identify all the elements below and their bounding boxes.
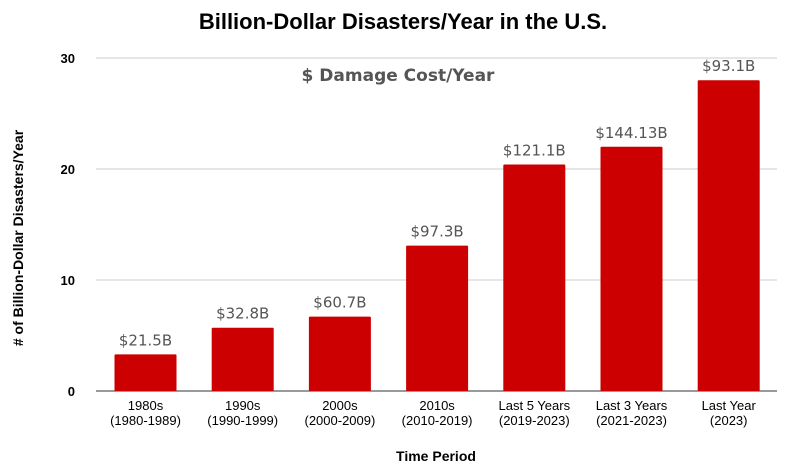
bar [503, 164, 566, 391]
data-label: $144.13B [595, 124, 667, 142]
x-tick-label: 2000s [322, 398, 358, 413]
bars [114, 80, 760, 391]
x-tick-label: (2019-2023) [499, 413, 570, 428]
x-tick-label: (2010-2019) [402, 413, 473, 428]
bar [308, 316, 371, 391]
y-tick-label: 0 [68, 384, 75, 399]
bar [114, 354, 177, 391]
x-tick-label: 1990s [225, 398, 261, 413]
y-tick-label: 20 [61, 162, 75, 177]
y-tick-label: 10 [61, 273, 75, 288]
bar [697, 80, 760, 391]
y-axis-ticks: 0 10 20 30 [61, 51, 75, 399]
data-label: $121.1B [503, 142, 566, 160]
x-tick-label: Last 3 Years [596, 398, 668, 413]
data-label: $60.7B [313, 294, 366, 312]
data-labels: $21.5B $32.8B $60.7B $97.3B $121.1B $144.13B $… [119, 57, 755, 349]
x-tick-label: Last Year [702, 398, 757, 413]
x-tick-label: (2021-2023) [596, 413, 667, 428]
x-tick-label: 1980s [128, 398, 164, 413]
x-axis-ticks: 1980s(1980-1989)1990s(1990-1999)2000s(20… [110, 398, 756, 428]
bar [600, 146, 663, 391]
x-tick-label: (2023) [710, 413, 748, 428]
x-tick-label: (1990-1999) [207, 413, 278, 428]
chart-title: Billion-Dollar Disasters/Year in the U.S… [199, 9, 607, 34]
x-tick-label: Last 5 Years [499, 398, 571, 413]
bar [211, 327, 274, 391]
y-axis-title: # of Billion-Dollar Disasters/Year [10, 129, 26, 346]
x-tick-label: 2010s [419, 398, 455, 413]
x-tick-label: (1980-1989) [110, 413, 181, 428]
data-label: $32.8B [216, 305, 269, 323]
data-label: $21.5B [119, 331, 172, 349]
x-axis-title: Time Period [396, 448, 476, 464]
data-label: $93.1B [702, 57, 755, 75]
data-label: $97.3B [410, 223, 463, 241]
y-tick-label: 30 [61, 51, 75, 66]
bar [406, 245, 469, 391]
x-tick-label: (2000-2009) [304, 413, 375, 428]
chart-annotation: $ Damage Cost/Year [302, 66, 495, 86]
